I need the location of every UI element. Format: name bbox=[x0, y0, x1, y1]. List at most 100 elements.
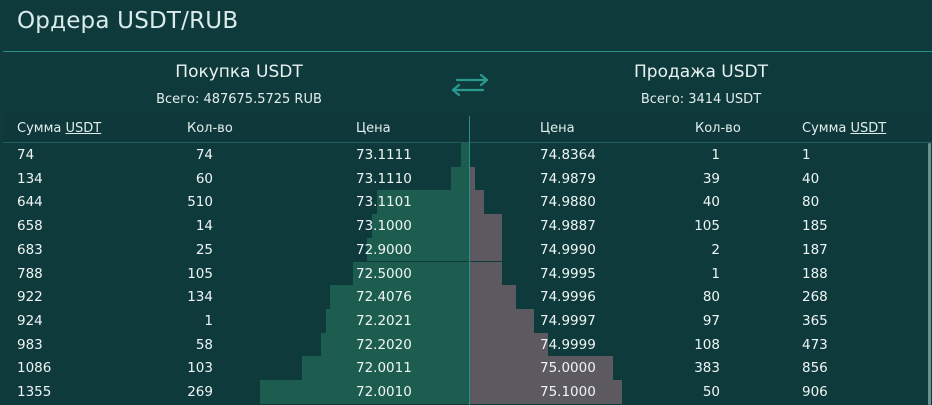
buy-qty-cell: 134 bbox=[187, 289, 213, 306]
sell-qty-cell: 80 bbox=[702, 289, 720, 306]
buy-depth-bar bbox=[451, 166, 470, 191]
buy-col-sum-link[interactable]: USDT bbox=[65, 121, 102, 136]
orderbook-row[interactable]: 683 25 72.9000 74.9990 2 187 bbox=[3, 237, 932, 262]
header-divider bbox=[3, 51, 932, 52]
buy-sum-cell: 983 bbox=[17, 336, 43, 353]
sell-depth-bar bbox=[470, 190, 484, 215]
buy-price-cell: 72.2020 bbox=[356, 336, 412, 353]
buy-total: Всего: 487675.5725 RUB bbox=[156, 92, 322, 107]
orderbook-row[interactable]: 644 510 73.1101 74.9880 40 80 bbox=[3, 190, 932, 215]
buy-price-cell: 72.0011 bbox=[356, 360, 412, 377]
sell-price-cell: 74.9999 bbox=[540, 336, 596, 353]
sell-depth-bar bbox=[470, 261, 502, 286]
sell-depth-bar bbox=[470, 214, 502, 238]
sell-qty-cell: 50 bbox=[702, 384, 720, 400]
sell-price-cell: 74.9879 bbox=[540, 170, 596, 187]
buy-price-cell: 72.2021 bbox=[356, 312, 412, 329]
buy-heading: Покупка USDT bbox=[175, 62, 303, 82]
orderbook-row[interactable]: 1355 269 72.0010 75.1000 50 906 bbox=[3, 380, 932, 404]
buy-qty-cell: 269 bbox=[187, 384, 213, 400]
buy-depth-bar bbox=[377, 190, 470, 215]
sell-sum-cell: 187 bbox=[802, 241, 828, 258]
buy-col-sum-label: Сумма bbox=[17, 121, 66, 136]
buy-sum-cell: 1086 bbox=[17, 360, 52, 377]
buy-price-cell: 72.9000 bbox=[356, 241, 412, 258]
sell-qty-cell: 40 bbox=[702, 194, 720, 211]
buy-depth-bar bbox=[321, 332, 470, 357]
sell-sum-cell: 188 bbox=[802, 265, 828, 282]
sell-depth-bar bbox=[470, 285, 516, 309]
orderbook-row[interactable]: 983 58 72.2020 74.9999 108 473 bbox=[3, 332, 932, 357]
buy-depth-bar bbox=[461, 143, 470, 167]
orderbook-row[interactable]: 788 105 72.5000 74.9995 1 188 bbox=[3, 261, 932, 286]
buy-sum-cell: 644 bbox=[17, 194, 43, 211]
sell-depth-bar bbox=[470, 308, 534, 333]
sell-col-qty: Кол-во bbox=[695, 121, 741, 136]
sell-price-cell: 74.9990 bbox=[540, 241, 596, 258]
sell-sum-cell: 1 bbox=[802, 147, 811, 163]
sell-price-cell: 74.9880 bbox=[540, 194, 596, 211]
sell-sum-cell: 185 bbox=[802, 218, 828, 235]
buy-qty-cell: 25 bbox=[195, 241, 213, 258]
buy-qty-cell: 103 bbox=[187, 360, 213, 377]
sell-price-cell: 75.0000 bbox=[540, 360, 596, 377]
buy-depth-bar bbox=[260, 380, 470, 404]
orderbook-row[interactable]: 922 134 72.4076 74.9996 80 268 bbox=[3, 285, 932, 309]
swap-arrows-icon[interactable] bbox=[449, 71, 491, 99]
buy-sum-cell: 134 bbox=[17, 170, 43, 187]
sell-qty-cell: 2 bbox=[711, 241, 720, 258]
sell-depth-bar bbox=[470, 237, 502, 262]
sell-depth-bar bbox=[470, 380, 622, 404]
buy-price-cell: 72.0010 bbox=[356, 384, 412, 400]
sell-qty-cell: 383 bbox=[694, 360, 720, 377]
sell-depth-bar bbox=[470, 166, 475, 191]
center-divider bbox=[469, 116, 470, 405]
sell-price-cell: 74.8364 bbox=[540, 147, 596, 163]
buy-price-cell: 73.1110 bbox=[356, 170, 412, 187]
buy-qty-cell: 60 bbox=[195, 170, 213, 187]
orderbook-row[interactable]: 134 60 73.1110 74.9879 39 40 bbox=[3, 166, 932, 191]
buy-price-cell: 72.5000 bbox=[356, 265, 412, 282]
sell-price-cell: 74.9996 bbox=[540, 289, 596, 306]
sell-total: Всего: 3414 USDT bbox=[640, 92, 762, 107]
buy-sum-cell: 1355 bbox=[17, 384, 52, 400]
sell-price-cell: 74.9995 bbox=[540, 265, 596, 282]
scrollbar[interactable] bbox=[928, 143, 931, 405]
buy-col-sum: Сумма USDT bbox=[17, 121, 101, 136]
sell-qty-cell: 108 bbox=[694, 336, 720, 353]
buy-sum-cell: 74 bbox=[17, 147, 35, 163]
buy-sum-cell: 788 bbox=[17, 265, 43, 282]
buy-price-cell: 73.1101 bbox=[356, 194, 412, 211]
sell-sum-cell: 473 bbox=[802, 336, 828, 353]
buy-qty-cell: 14 bbox=[195, 218, 213, 235]
page-title: Ордера USDT/RUB bbox=[17, 8, 239, 34]
buy-col-price: Цена bbox=[356, 121, 391, 136]
sell-price-cell: 74.9887 bbox=[540, 218, 596, 235]
buy-qty-cell: 510 bbox=[187, 194, 213, 211]
sell-col-sum-link[interactable]: USDT bbox=[850, 121, 887, 136]
sell-sum-cell: 268 bbox=[802, 289, 828, 306]
buy-qty-cell: 74 bbox=[195, 147, 213, 163]
buy-sum-cell: 922 bbox=[17, 289, 43, 306]
buy-col-qty: Кол-во bbox=[187, 121, 233, 136]
sell-qty-cell: 39 bbox=[702, 170, 720, 187]
orderbook-row[interactable]: 924 1 72.2021 74.9997 97 365 bbox=[3, 308, 932, 333]
sell-sum-cell: 365 bbox=[802, 312, 828, 329]
sell-depth-bar bbox=[470, 332, 548, 357]
buy-depth-bar bbox=[372, 214, 470, 238]
column-header-row bbox=[3, 116, 932, 143]
orderbook-row[interactable]: 658 14 73.1000 74.9887 105 185 bbox=[3, 214, 932, 238]
sell-col-sum-label: Сумма bbox=[802, 121, 851, 136]
sell-sum-cell: 856 bbox=[802, 360, 828, 377]
orderbook-row[interactable]: 1086 103 72.0011 75.0000 383 856 bbox=[3, 356, 932, 380]
buy-depth-bar bbox=[302, 356, 470, 380]
sell-depth-bar bbox=[470, 356, 613, 380]
buy-qty-cell: 58 bbox=[195, 336, 213, 353]
sell-qty-cell: 1 bbox=[711, 265, 720, 282]
sell-sum-cell: 40 bbox=[802, 170, 820, 187]
buy-price-cell: 73.1000 bbox=[356, 218, 412, 235]
orderbook-row[interactable]: 74 74 73.1111 74.8364 1 1 bbox=[3, 143, 932, 167]
orderbook-panel: Ордера USDT/RUB Покупка USDT Всего: 4876… bbox=[3, 0, 932, 405]
sell-price-cell: 75.1000 bbox=[540, 384, 596, 400]
buy-price-cell: 73.1111 bbox=[356, 147, 412, 163]
